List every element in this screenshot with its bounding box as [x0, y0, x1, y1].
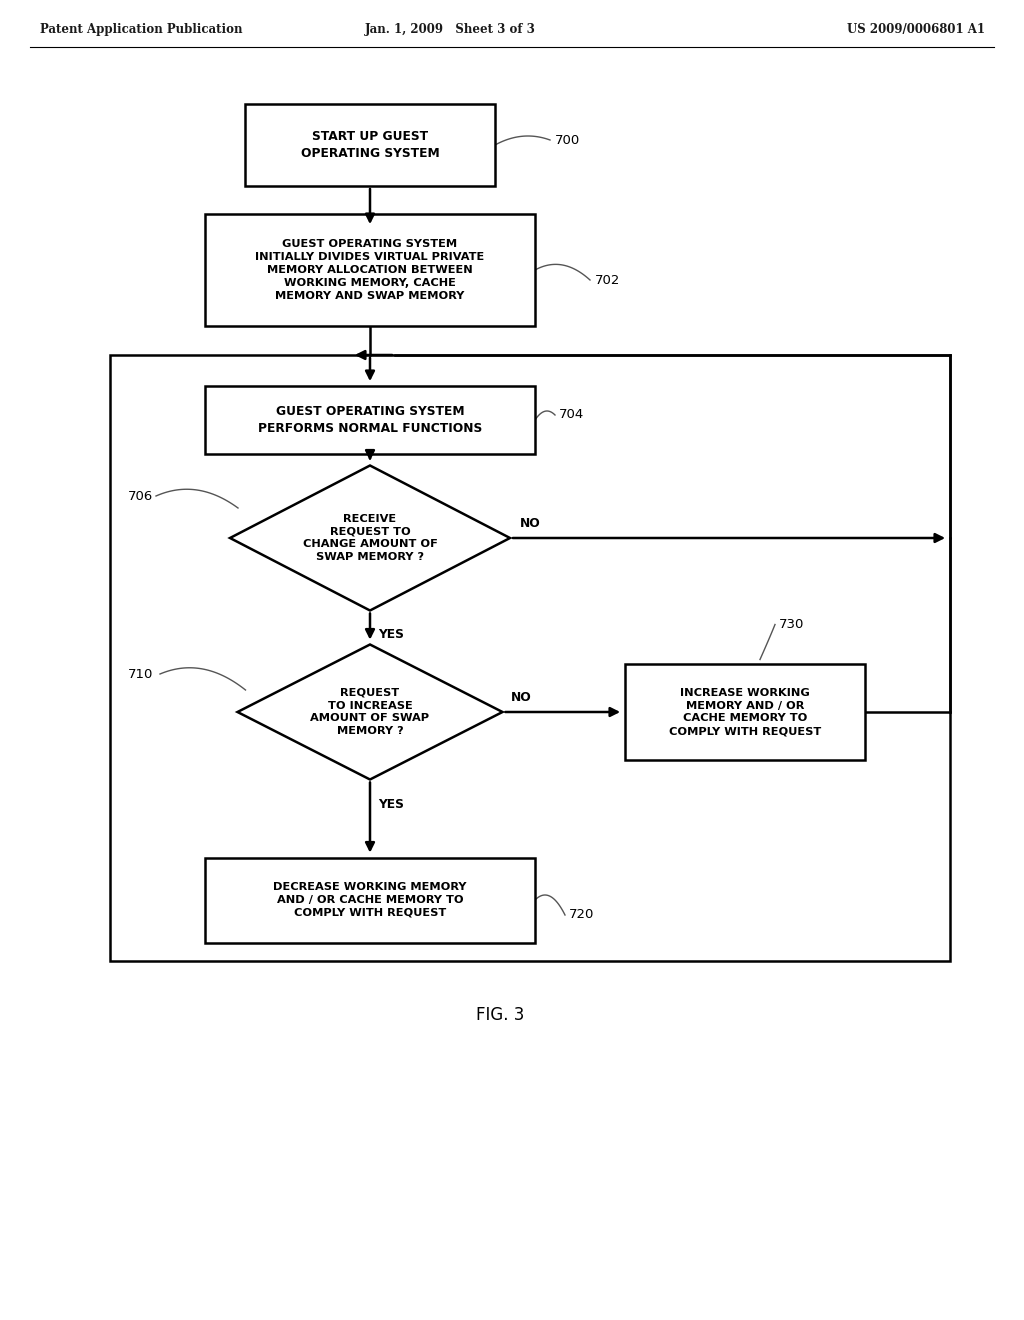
Text: INCREASE WORKING
MEMORY AND / OR
CACHE MEMORY TO
COMPLY WITH REQUEST: INCREASE WORKING MEMORY AND / OR CACHE M… [669, 688, 821, 737]
Text: GUEST OPERATING SYSTEM
PERFORMS NORMAL FUNCTIONS: GUEST OPERATING SYSTEM PERFORMS NORMAL F… [258, 405, 482, 434]
Text: Jan. 1, 2009   Sheet 3 of 3: Jan. 1, 2009 Sheet 3 of 3 [365, 22, 536, 36]
Text: US 2009/0006801 A1: US 2009/0006801 A1 [847, 22, 985, 36]
Text: 710: 710 [128, 668, 154, 681]
Text: FIG. 3: FIG. 3 [476, 1006, 524, 1024]
FancyBboxPatch shape [245, 104, 495, 186]
Text: 702: 702 [595, 273, 621, 286]
Text: REQUEST
TO INCREASE
AMOUNT OF SWAP
MEMORY ?: REQUEST TO INCREASE AMOUNT OF SWAP MEMOR… [310, 688, 429, 737]
Text: YES: YES [378, 797, 403, 810]
Text: 706: 706 [128, 490, 154, 503]
Text: GUEST OPERATING SYSTEM
INITIALLY DIVIDES VIRTUAL PRIVATE
MEMORY ALLOCATION BETWE: GUEST OPERATING SYSTEM INITIALLY DIVIDES… [255, 239, 484, 301]
FancyBboxPatch shape [625, 664, 865, 759]
Text: 720: 720 [569, 908, 594, 921]
Text: START UP GUEST
OPERATING SYSTEM: START UP GUEST OPERATING SYSTEM [301, 131, 439, 160]
Text: 730: 730 [779, 618, 805, 631]
FancyBboxPatch shape [205, 385, 535, 454]
Text: Patent Application Publication: Patent Application Publication [40, 22, 243, 36]
Polygon shape [230, 466, 510, 610]
Text: DECREASE WORKING MEMORY
AND / OR CACHE MEMORY TO
COMPLY WITH REQUEST: DECREASE WORKING MEMORY AND / OR CACHE M… [273, 882, 467, 917]
Text: NO: NO [520, 517, 541, 531]
Text: YES: YES [378, 628, 403, 642]
FancyBboxPatch shape [205, 858, 535, 942]
FancyBboxPatch shape [205, 214, 535, 326]
Text: RECEIVE
REQUEST TO
CHANGE AMOUNT OF
SWAP MEMORY ?: RECEIVE REQUEST TO CHANGE AMOUNT OF SWAP… [302, 513, 437, 562]
Text: NO: NO [511, 690, 531, 704]
Polygon shape [238, 644, 503, 780]
Text: 700: 700 [555, 133, 581, 147]
Text: 704: 704 [559, 408, 585, 421]
